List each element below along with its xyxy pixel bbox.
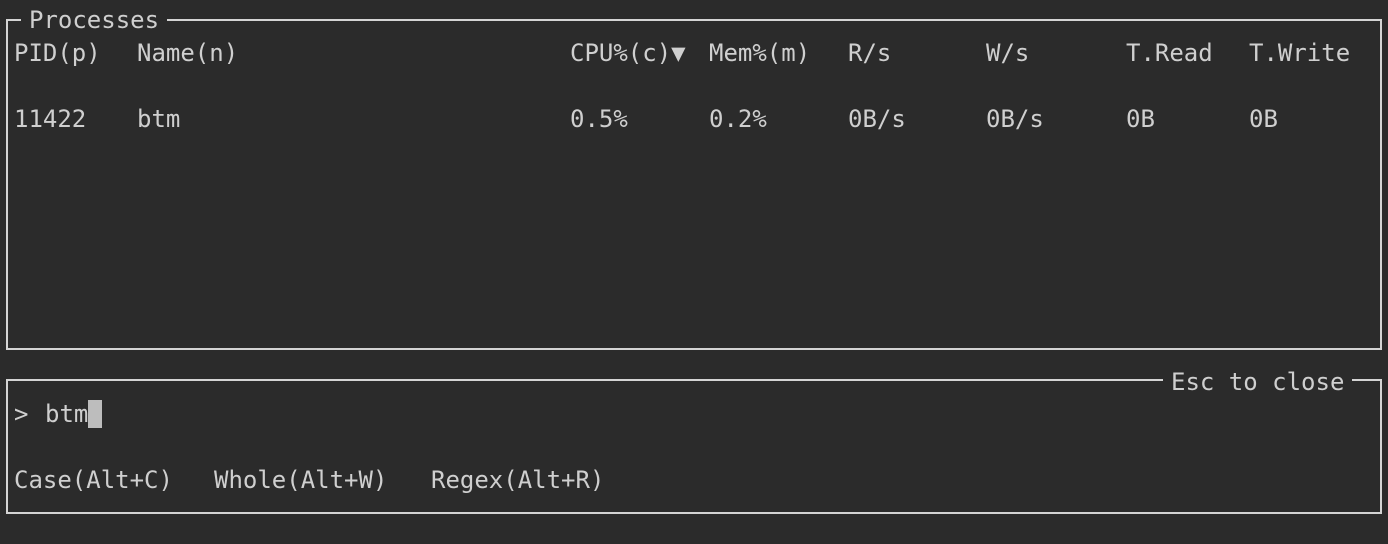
- search-panel: [6, 379, 1382, 514]
- cell-name: btm: [137, 105, 181, 133]
- column-cpu[interactable]: CPU%(c)▼: [570, 39, 686, 67]
- regex-toggle[interactable]: Regex(Alt+R): [431, 466, 605, 494]
- search-input[interactable]: btm: [45, 398, 103, 431]
- whole-word-toggle[interactable]: Whole(Alt+W): [214, 466, 388, 494]
- processes-panel: [6, 19, 1382, 350]
- column-total-write[interactable]: T.Write: [1249, 39, 1351, 67]
- close-hint[interactable]: Esc to close: [1163, 370, 1353, 394]
- column-read-rate[interactable]: R/s: [848, 39, 892, 67]
- processes-title: Processes: [21, 8, 168, 32]
- cell-pid: 11422: [14, 105, 87, 133]
- column-total-read[interactable]: T.Read: [1126, 39, 1213, 67]
- column-mem[interactable]: Mem%(m): [709, 39, 811, 67]
- text-cursor: [88, 400, 103, 428]
- cell-read-rate: 0B/s: [848, 105, 906, 133]
- cell-cpu: 0.5%: [570, 105, 628, 133]
- search-query: btm: [45, 400, 89, 428]
- column-write-rate[interactable]: W/s: [986, 39, 1030, 67]
- cell-write-rate: 0B/s: [986, 105, 1044, 133]
- cell-total-write: 0B: [1249, 105, 1278, 133]
- cell-total-read: 0B: [1126, 105, 1155, 133]
- cell-mem: 0.2%: [709, 105, 767, 133]
- case-toggle[interactable]: Case(Alt+C): [14, 466, 173, 494]
- column-pid[interactable]: PID(p): [14, 39, 101, 67]
- search-prompt: >: [14, 400, 29, 428]
- column-name[interactable]: Name(n): [137, 39, 239, 67]
